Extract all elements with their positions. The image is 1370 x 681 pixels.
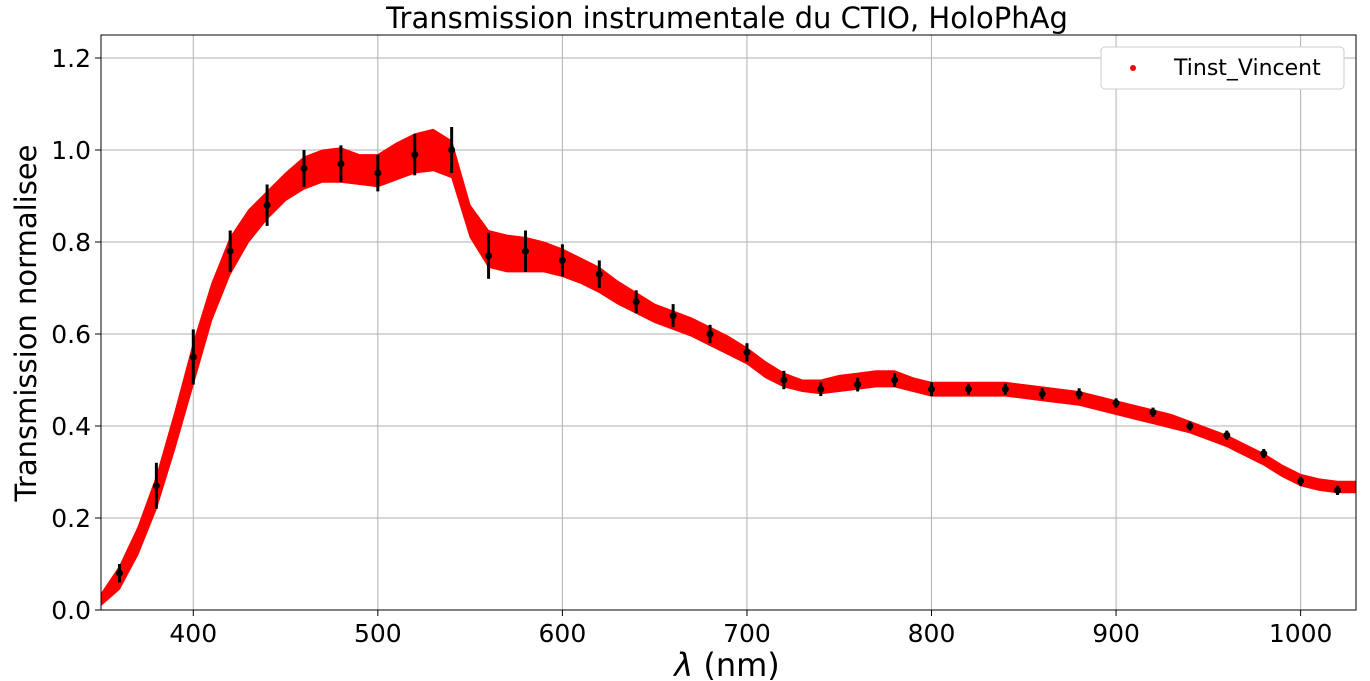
y-tick-label: 0.0 xyxy=(51,596,91,625)
data-point xyxy=(1112,399,1120,407)
data-point xyxy=(374,169,382,177)
x-tick-label: 1000 xyxy=(1269,619,1333,648)
x-axis-label: λ (nm) xyxy=(672,646,780,681)
y-tick-label: 1.0 xyxy=(51,136,91,165)
data-point xyxy=(891,376,899,384)
data-point xyxy=(1075,390,1083,398)
legend-box xyxy=(1100,46,1345,90)
legend: Tinst_Vincent xyxy=(1100,46,1345,90)
data-point xyxy=(1334,486,1342,494)
data-point xyxy=(1297,477,1305,485)
data-point xyxy=(558,256,566,264)
data-point xyxy=(964,385,972,393)
transmission-band xyxy=(101,128,1356,607)
data-point xyxy=(1260,450,1268,458)
data-point xyxy=(521,247,529,255)
data-point xyxy=(928,385,936,393)
errorbars xyxy=(115,127,1342,583)
y-tick-label: 0.8 xyxy=(51,228,91,257)
data-point xyxy=(115,569,123,577)
x-tick-label: 800 xyxy=(908,619,956,648)
y-tick-label: 1.2 xyxy=(51,44,91,73)
plot-frame xyxy=(100,34,1357,611)
chart-title: Transmission instrumentale du CTIO, Holo… xyxy=(385,1,1068,35)
x-tick-label: 900 xyxy=(1092,619,1140,648)
data-point xyxy=(411,151,419,159)
data-point xyxy=(448,146,456,154)
data-point xyxy=(485,252,493,260)
y-tick-label: 0.2 xyxy=(51,504,91,533)
x-tick-label: 600 xyxy=(539,619,587,648)
data-point xyxy=(743,348,751,356)
y-ticks: 0.0 0.2 0.4 0.6 0.8 1.0 1.2 xyxy=(51,44,101,625)
x-axis-label-symbol: λ xyxy=(672,646,693,681)
y-tick-label: 0.4 xyxy=(51,412,91,441)
grid xyxy=(101,35,1356,611)
data-point xyxy=(817,385,825,393)
data-point xyxy=(226,247,234,255)
data-point xyxy=(1186,422,1194,430)
data-point xyxy=(595,270,603,278)
data-point xyxy=(337,160,345,168)
y-axis-label: Transmission normalisee xyxy=(9,144,43,502)
legend-label: Tinst_Vincent xyxy=(1173,56,1321,81)
data-point xyxy=(1001,385,1009,393)
y-tick-label: 0.6 xyxy=(51,320,91,349)
data-point xyxy=(669,312,677,320)
data-point xyxy=(780,376,788,384)
x-ticks: 400 500 600 700 800 900 1000 xyxy=(169,610,1332,648)
data-point xyxy=(300,164,308,172)
data-point xyxy=(706,330,714,338)
legend-marker xyxy=(1130,65,1136,71)
data-point xyxy=(263,201,271,209)
data-point xyxy=(854,381,862,389)
x-axis-label-unit: (nm) xyxy=(693,646,780,681)
x-tick-label: 700 xyxy=(723,619,771,648)
data-point xyxy=(632,298,640,306)
data-point xyxy=(189,353,197,361)
x-tick-label: 400 xyxy=(169,619,217,648)
data-point xyxy=(1038,390,1046,398)
data-point xyxy=(1149,408,1157,416)
band-area xyxy=(101,128,1356,607)
data-point xyxy=(1223,431,1231,439)
data-point xyxy=(152,482,160,490)
x-tick-label: 500 xyxy=(354,619,402,648)
